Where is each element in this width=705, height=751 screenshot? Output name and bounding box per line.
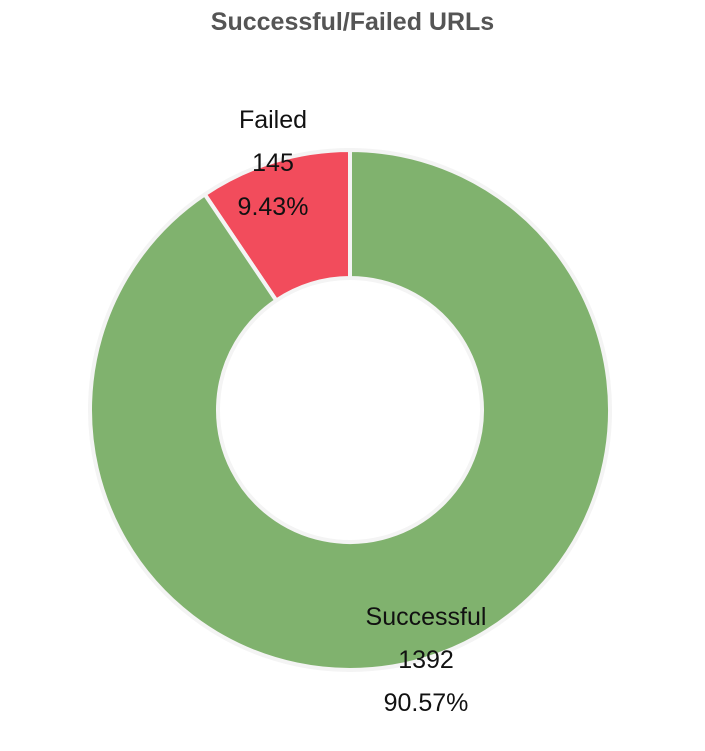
- chart-title: Successful/Failed URLs: [210, 8, 495, 36]
- slice-label-failed-percent: 9.43%: [238, 193, 309, 221]
- slice-label-failed-name: Failed: [239, 106, 307, 134]
- slice-label-failed-value: 145: [252, 149, 294, 177]
- labels-layer: Failed 145 9.43% Successful 1392 90.57%: [238, 106, 487, 717]
- slice-label-successful-percent: 90.57%: [384, 689, 469, 717]
- slice-label-successful-name: Successful: [366, 603, 487, 631]
- slice-label-successful-value: 1392: [398, 646, 454, 674]
- donut-slice-successful[interactable]: [88, 148, 612, 672]
- slices-layer: [88, 148, 612, 672]
